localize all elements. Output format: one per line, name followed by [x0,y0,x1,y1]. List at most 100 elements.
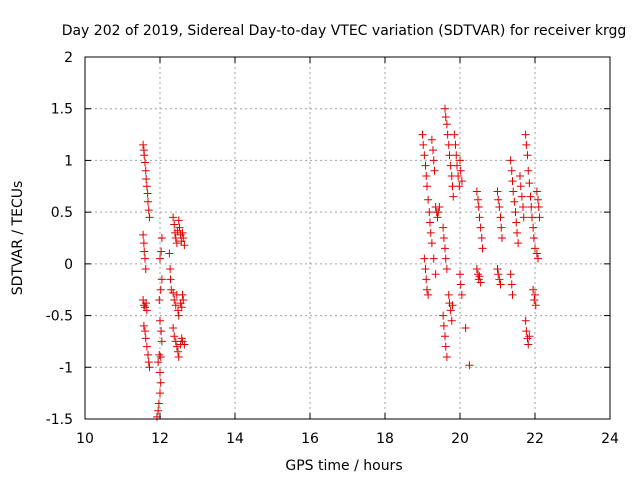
data-point [144,358,153,367]
data-point [418,130,427,139]
data-point [165,249,174,258]
data-point [478,244,487,253]
data-point [157,247,166,256]
data-point [142,306,151,315]
data-point [525,179,534,188]
data-point [510,197,519,206]
data-point [522,140,531,149]
data-point [441,254,450,263]
data-point [529,234,538,242]
data-point [172,342,181,351]
data-point [521,316,530,325]
data-point [439,234,448,242]
data-point [531,244,539,253]
x-tick-label: 20 [451,431,469,447]
data-point [495,275,504,284]
data-point [512,218,521,227]
data-point [509,187,518,196]
data-point [472,187,481,196]
data-point [516,182,525,191]
data-point [452,151,461,160]
data-point [145,213,154,222]
data-point [142,299,151,308]
data-point [475,213,484,222]
data-point [525,332,534,341]
data-point [441,244,449,253]
data-point [526,192,535,201]
data-point [139,230,148,239]
data-point [143,189,152,198]
data-point [157,234,166,242]
data-point [139,140,148,149]
data-point [444,290,453,299]
data-point [425,208,434,217]
data-point [179,234,188,242]
data-point [439,321,448,330]
data-point [429,156,438,165]
data-point [516,171,524,180]
data-point [507,280,516,289]
data-point [424,290,433,299]
data-point [156,285,165,294]
data-point [171,301,180,310]
data-point [506,156,515,165]
data-point [144,350,152,359]
data-point [140,151,149,160]
data-point [449,192,458,201]
data-point [511,208,520,217]
data-point [524,340,533,349]
data-point [170,296,179,305]
data-point [497,223,506,232]
data-point [457,290,466,299]
data-point [498,234,506,242]
data-point [169,288,178,297]
data-point [461,323,470,332]
data-point [140,247,149,256]
data-point [454,171,463,180]
data-point [456,280,465,289]
data-point [477,234,486,242]
data-point [529,285,538,294]
data-point [141,166,150,175]
data-point [423,182,431,191]
data-point [169,323,178,332]
data-point [178,228,187,237]
data-point [474,202,483,211]
data-point [439,311,448,320]
data-point [529,223,538,232]
data-point [420,254,429,263]
data-point [170,332,179,341]
data-point [139,321,148,330]
data-point [519,213,528,222]
data-point [443,130,452,139]
data-point [523,151,532,160]
data-point [475,272,484,281]
data-point [445,151,454,160]
data-point [142,175,151,184]
data-point [172,239,181,248]
data-point [521,130,530,139]
data-point [513,228,521,237]
data-point [441,342,450,351]
data-point [465,361,474,370]
data-point [519,202,527,211]
data-point [506,270,515,279]
data-point [456,156,464,165]
data-point [144,206,153,215]
data-point [439,223,448,232]
data-point [154,358,163,367]
data-point [442,120,451,129]
data-point [154,399,163,408]
data-point [507,166,516,175]
data-point [177,303,186,312]
x-tick-label: 12 [151,431,169,447]
data-point [528,213,536,222]
data-point [179,296,188,305]
y-tick-label: -1 [59,360,73,376]
data-point [429,254,438,263]
data-point [157,337,166,346]
data-point [141,265,150,274]
data-point [456,166,465,175]
